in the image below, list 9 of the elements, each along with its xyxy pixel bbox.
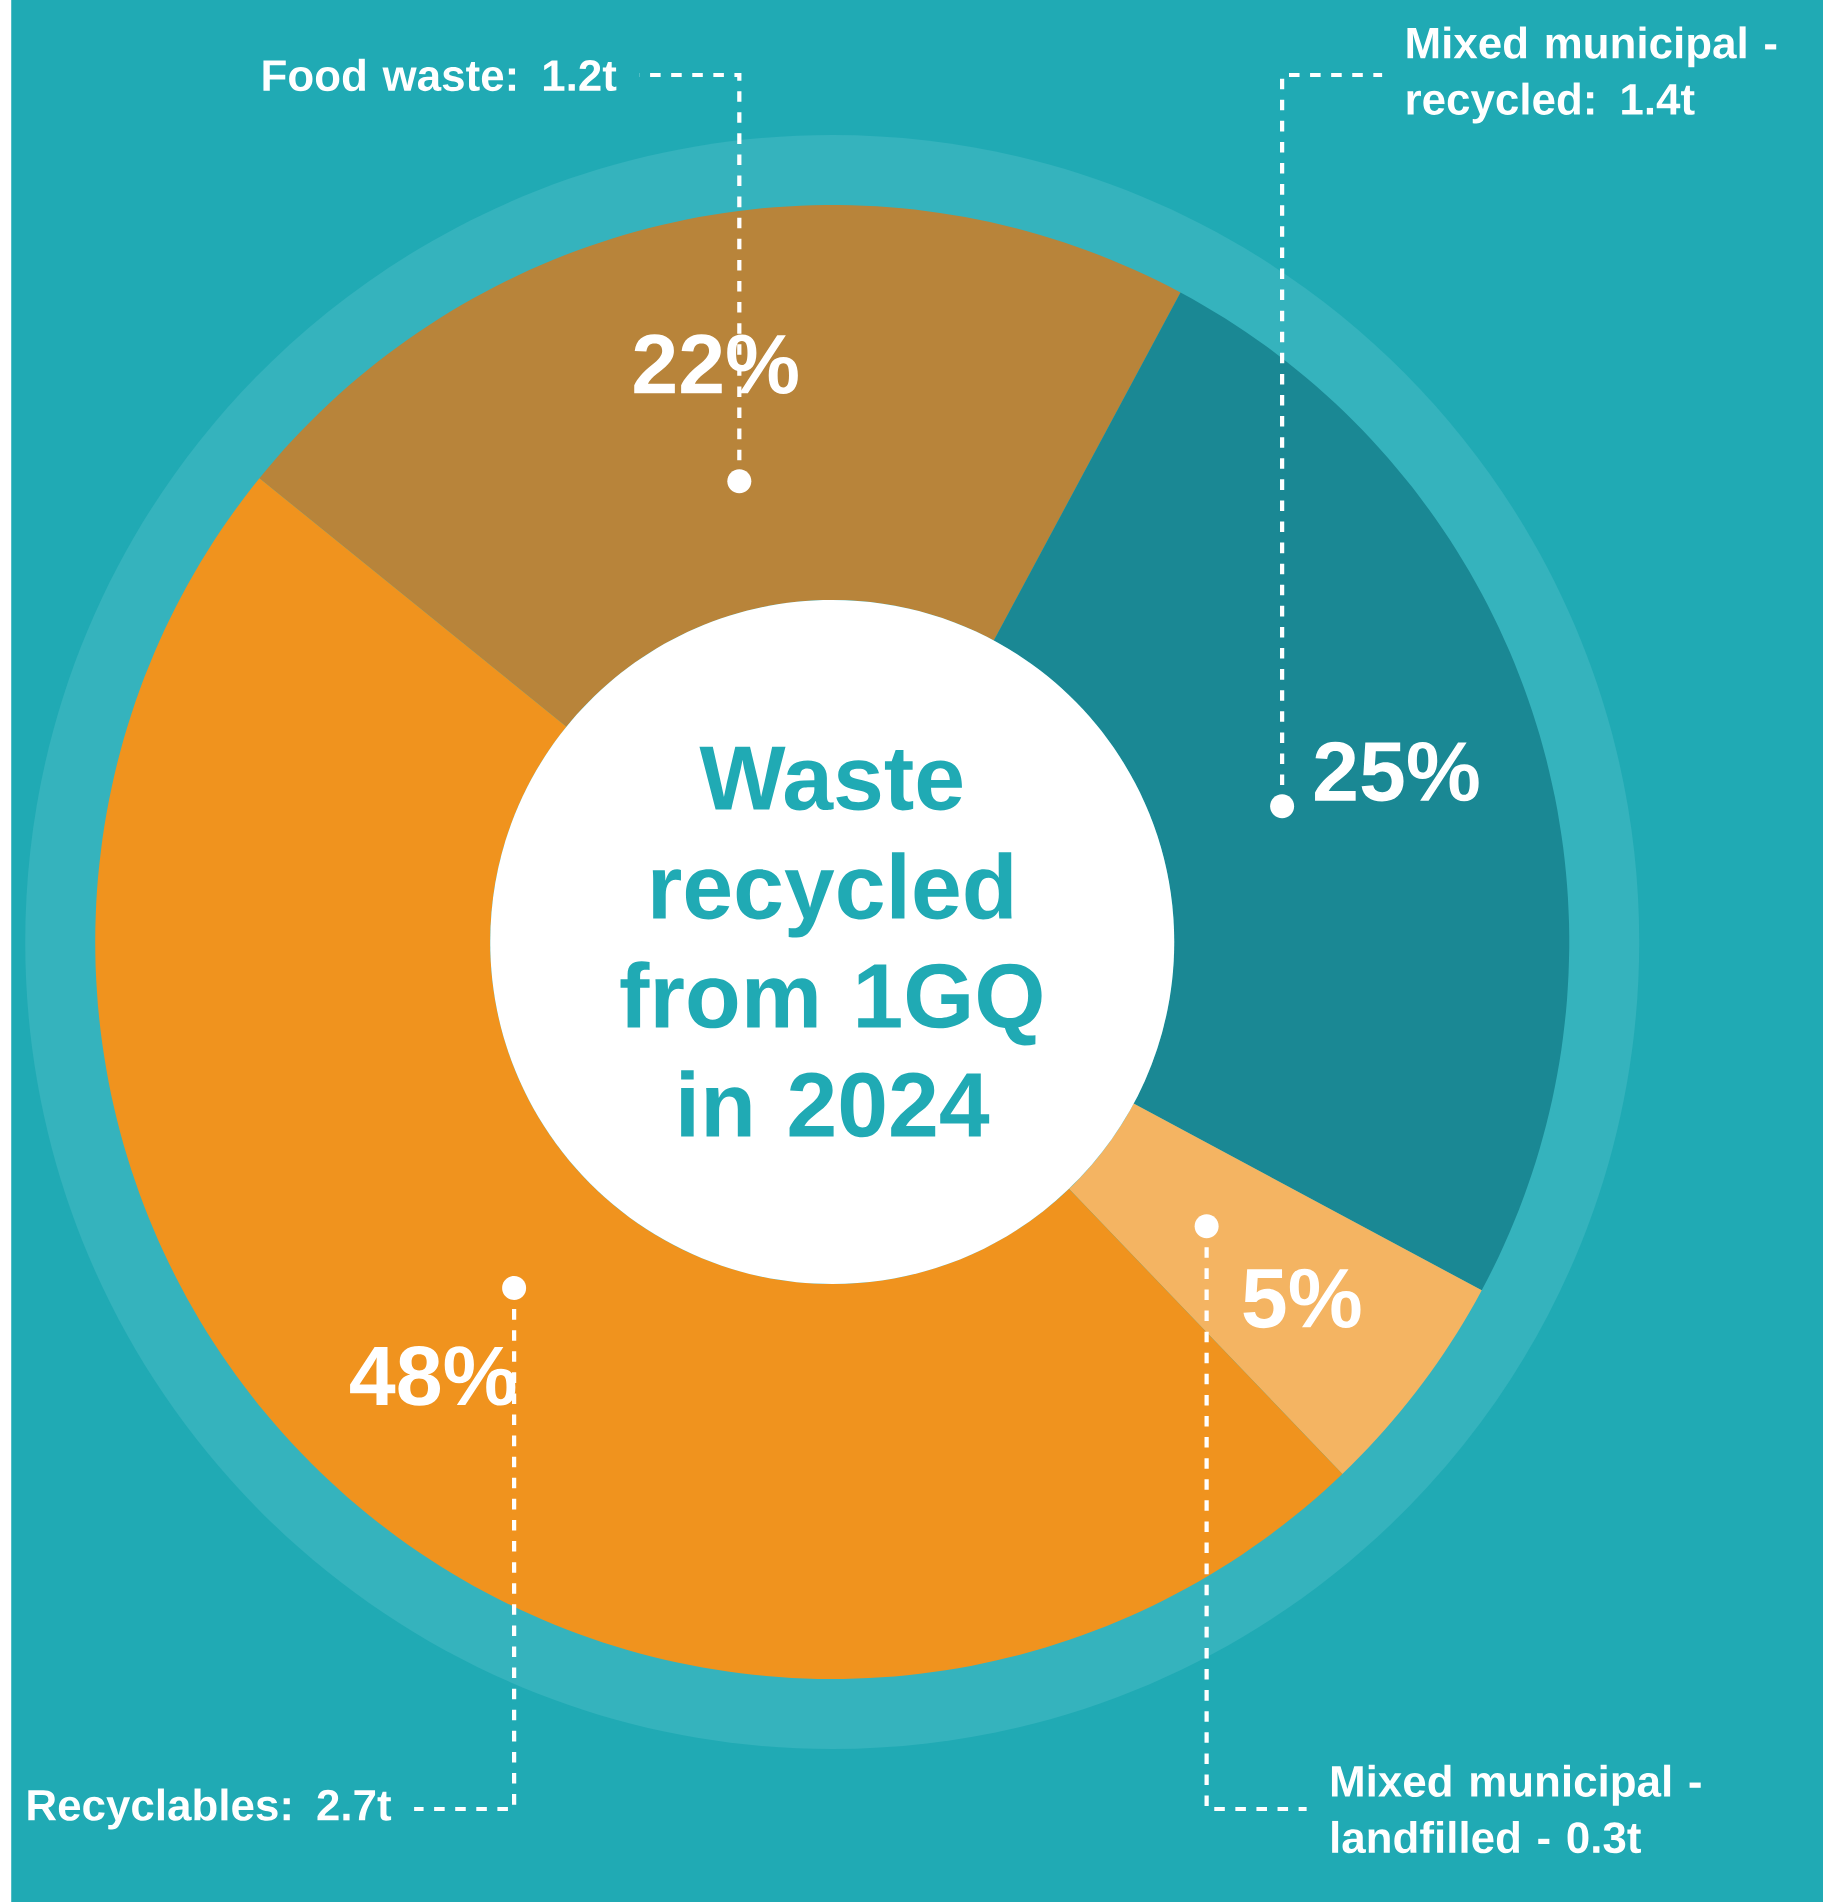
slice-label: Food waste: 1.2t [263,58,617,92]
data-label: 48% [349,1346,516,1406]
slice-label: Mixed municipal - landfilled - 0.3t [1331,1764,1701,1854]
data-label: 22% [634,334,798,394]
data-label: 25% [1314,741,1479,802]
text: Waste recycled from 1GQ in 2024 [620,746,1042,1138]
data-label: 5% [1243,1268,1361,1329]
slice-label: Mixed municipal - recycled: 1.4t [1407,26,1777,124]
slice-label: Recyclables: 2.7t [28,1788,391,1830]
